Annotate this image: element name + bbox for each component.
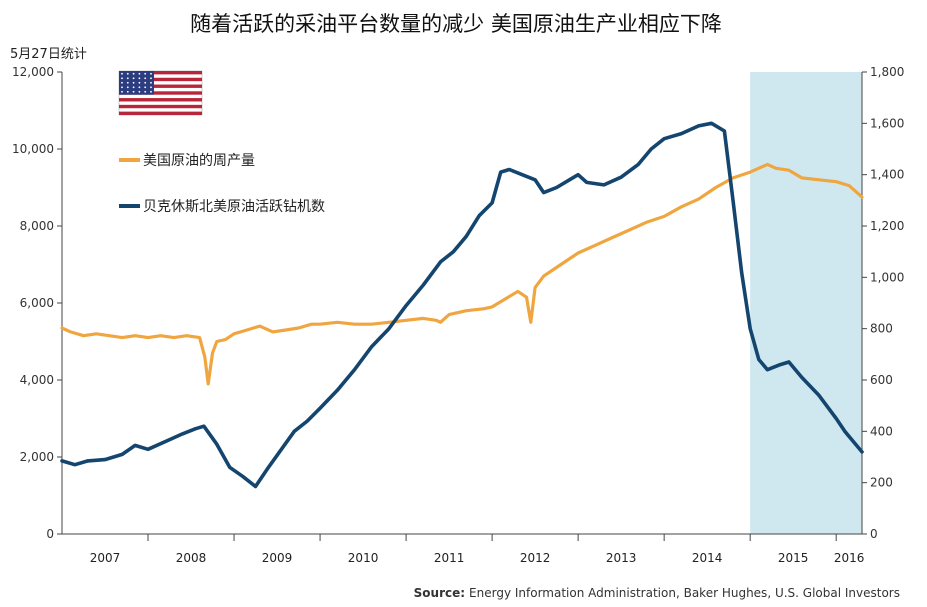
right-tick-label: 1,000 (870, 270, 904, 284)
right-tick-label: 200 (870, 476, 893, 490)
x-tick-label: 2009 (262, 551, 293, 565)
right-axis-ticks: 0 200 400 600 800 1,000 1,200 1,400 1,600 1,800 (862, 65, 904, 541)
right-tick-label: 800 (870, 322, 893, 336)
series-line-1 (60, 121, 864, 489)
right-tick-label: 1,400 (870, 168, 904, 182)
highlight-band (750, 72, 862, 534)
right-tick-label: 1,200 (870, 219, 904, 233)
legend-label-rigs: 贝克休斯北美原油活跃钻机数 (143, 199, 325, 215)
plot-area: 0 2,000 4,000 6,000 8,000 10,000 12,000 0 200 40… (12, 65, 904, 565)
right-tick-label: 1,800 (870, 65, 904, 79)
series-layer (60, 121, 864, 489)
left-tick-label: 0 (46, 527, 54, 541)
x-axis-ticks: 2007 2008 2009 2010 2011 2012 2013 2014 2015 2016 (90, 534, 865, 565)
left-tick-label: 10,000 (12, 142, 54, 156)
x-tick-label: 2014 (692, 551, 723, 565)
right-tick-label: 1,600 (870, 116, 904, 130)
left-tick-label: 4,000 (20, 373, 54, 387)
axis-layer (61, 72, 863, 535)
left-tick-label: 2,000 (20, 450, 54, 464)
right-tick-label: 0 (870, 527, 878, 541)
legend-label-production: 美国原油的周产量 (143, 153, 255, 169)
x-tick-label: 2015 (778, 551, 809, 565)
chart-title: 随着活跃的采油平台数量的减少 美国原油生产业相应下降 (190, 12, 722, 36)
source-label: Source: (414, 586, 465, 600)
left-tick-label: 12,000 (12, 65, 54, 79)
legend: 美国原油的周产量 贝克休斯北美原油活跃钻机数 (119, 153, 325, 215)
x-tick-label: 2011 (434, 551, 465, 565)
us-flag-icon (118, 70, 203, 116)
left-tick-label: 6,000 (20, 296, 54, 310)
highlight-layer (750, 72, 862, 534)
x-tick-label: 2007 (90, 551, 121, 565)
x-tick-label: 2016 (834, 551, 865, 565)
x-tick-label: 2010 (348, 551, 379, 565)
left-tick-label: 8,000 (20, 219, 54, 233)
series-line-0 (60, 162, 864, 386)
right-tick-label: 600 (870, 373, 893, 387)
right-tick-label: 400 (870, 424, 893, 438)
source-note: Source: Energy Information Administration… (414, 586, 900, 600)
x-tick-label: 2013 (606, 551, 637, 565)
left-axis-ticks: 0 2,000 4,000 6,000 8,000 10,000 12,000 (12, 65, 62, 541)
chart-subtitle: 5月27日统计 (10, 47, 87, 62)
x-tick-label: 2008 (176, 551, 207, 565)
source-text: Energy Information Administration, Baker… (469, 586, 900, 600)
x-tick-label: 2012 (520, 551, 551, 565)
